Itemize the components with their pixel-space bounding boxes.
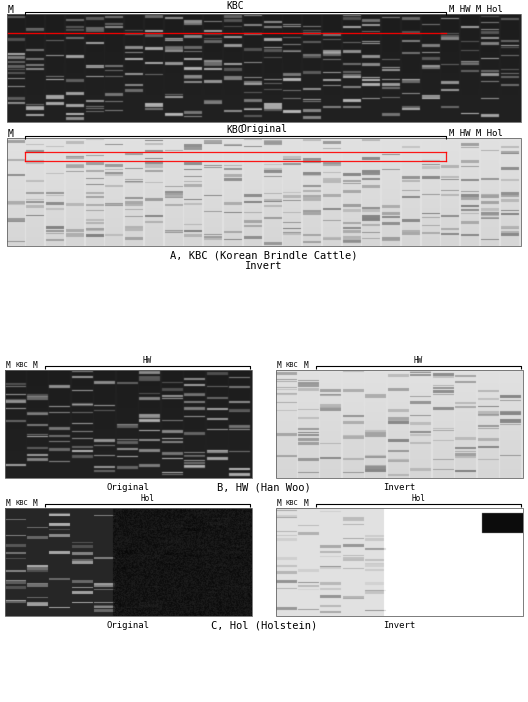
Bar (7, 14, 521, 122)
Text: Original: Original (107, 482, 149, 491)
Text: M: M (6, 498, 11, 508)
Text: Original: Original (107, 621, 149, 630)
Text: KBC: KBC (227, 125, 244, 135)
Text: KBC: KBC (286, 500, 299, 506)
Text: B, HW (Han Woo): B, HW (Han Woo) (217, 482, 311, 492)
Bar (276, 370, 523, 478)
Text: M: M (33, 361, 37, 369)
Text: M: M (8, 129, 14, 139)
Text: M: M (277, 361, 281, 369)
Text: M: M (304, 498, 309, 508)
Text: HW: HW (414, 356, 423, 365)
Text: M HW M Hol: M HW M Hol (449, 129, 503, 138)
Text: Invert: Invert (245, 261, 283, 271)
Text: Invert: Invert (383, 482, 415, 491)
Bar (276, 508, 523, 616)
Text: Original: Original (240, 124, 288, 134)
Text: KBC: KBC (227, 1, 244, 11)
Bar (5, 370, 252, 478)
Text: C, Hol (Holstein): C, Hol (Holstein) (211, 620, 317, 630)
Text: M: M (8, 5, 14, 15)
Text: M: M (33, 498, 37, 508)
Bar (7, 138, 521, 246)
Bar (5, 508, 252, 616)
Text: A, KBC (Korean Brindle Cattle): A, KBC (Korean Brindle Cattle) (170, 250, 358, 260)
Text: Invert: Invert (383, 621, 415, 630)
Text: M HW M Hol: M HW M Hol (449, 6, 503, 15)
Text: Hol: Hol (140, 494, 154, 503)
Text: KBC: KBC (286, 362, 299, 368)
Text: M: M (6, 361, 11, 369)
Text: HW: HW (143, 356, 152, 365)
Text: Hol: Hol (411, 494, 426, 503)
Text: M: M (277, 498, 281, 508)
Text: M: M (304, 361, 309, 369)
Text: KBC: KBC (15, 362, 28, 368)
Text: KBC: KBC (15, 500, 28, 506)
